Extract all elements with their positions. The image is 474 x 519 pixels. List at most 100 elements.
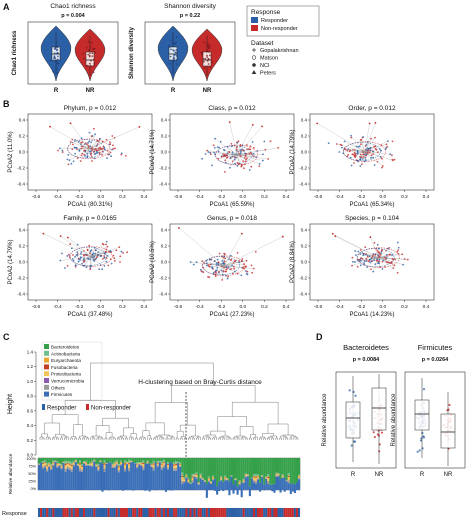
- pcoa-responder-point: [382, 259, 385, 262]
- pcoa-non-responder-point: [67, 163, 70, 166]
- pcoa-responder-point: [246, 273, 249, 276]
- stacked-bar-segment: [101, 463, 104, 492]
- pcoa-responder-point: [227, 266, 230, 269]
- abundance-x-tick-r: R: [420, 472, 425, 478]
- pcoa-non-responder-point: [251, 124, 254, 126]
- stacked-bar-segment: [179, 464, 182, 466]
- stacked-bar-segment: [152, 468, 155, 469]
- pcoa-non-responder-point: [261, 125, 264, 128]
- stacked-bar-segment: [162, 462, 165, 463]
- stacked-bar-segment: [267, 476, 270, 477]
- pcoa-non-responder-point: [403, 258, 406, 260]
- stacked-bar-segment: [138, 458, 141, 463]
- stacked-bar-segment: [138, 463, 141, 465]
- stacked-bar-segment: [99, 458, 102, 461]
- pcoa-responder-point: [327, 142, 330, 145]
- pcoa-spider-line: [83, 256, 92, 266]
- pcoa-responder-point: [97, 254, 99, 256]
- stacked-bar-segment: [273, 483, 276, 493]
- stacked-bar-segment: [152, 470, 155, 490]
- stacked-bar-segment: [46, 469, 49, 472]
- pcoa-responder-point: [109, 250, 112, 253]
- pcoa-responder-point: [77, 260, 80, 263]
- abundance-non-responder-box: [371, 387, 387, 431]
- pcoa-non-responder-point: [74, 266, 77, 268]
- pcoa-non-responder-point: [242, 160, 245, 163]
- stacked-bar-segment: [97, 471, 100, 490]
- violin-non-responder-point: [203, 67, 206, 69]
- pcoa-non-responder-point: [361, 156, 363, 159]
- stacked-bar-segment: [287, 476, 290, 478]
- stacked-bar-segment: [48, 464, 51, 466]
- stacked-bar-segment: [80, 470, 84, 472]
- stacked-bar-segment: [279, 479, 282, 493]
- stacked-bar-segment: [117, 458, 120, 465]
- dendrogram-branch: [161, 437, 165, 440]
- stacked-bar-segment: [181, 481, 184, 485]
- pcoa-responder-point: [370, 260, 373, 263]
- stacked-bar-segment: [181, 458, 184, 473]
- pcoa-non-responder-point: [240, 232, 243, 235]
- stacked-bar-segment: [78, 471, 82, 490]
- pcoa-non-responder-point: [79, 160, 82, 163]
- pcoa-non-responder-point: [376, 259, 379, 262]
- pcoa-non-responder-point: [361, 163, 363, 166]
- stacked-bar-segment: [74, 460, 77, 462]
- dendrogram-branch: [271, 437, 274, 440]
- response-strip-cell: [240, 508, 243, 517]
- pcoa-non-responder-point: [107, 153, 110, 156]
- stacked-bar-segment: [46, 471, 49, 490]
- pcoa-x-tick-label: -0.6: [314, 304, 323, 310]
- stacked-bar-segment: [134, 458, 137, 464]
- dendrogram-branch: [245, 437, 248, 440]
- response-strip-cell: [103, 508, 106, 517]
- stacked-bar-segment: [261, 475, 264, 477]
- pcoa-non-responder-point: [359, 249, 362, 251]
- stacked-bar-segment: [119, 464, 122, 466]
- stacked-bar-segment: [187, 458, 190, 478]
- stacked-bar-segment: [150, 463, 153, 465]
- stacked-bar-segment: [128, 458, 131, 460]
- stacked-bar-segment: [277, 476, 280, 490]
- pcoa-spider-line: [43, 233, 92, 257]
- pcoa-x-tick-label: -0.6: [32, 304, 41, 310]
- stacked-bar-segment: [44, 463, 47, 466]
- stacked-bar-segment: [238, 482, 241, 484]
- pcoa-x-tick-label: 0.4: [423, 304, 430, 310]
- taxa-legend-label: Proteobacteria: [51, 372, 81, 377]
- pcoa-x-tick-label: 0.2: [261, 304, 268, 310]
- pcoa-responder-point: [72, 160, 75, 163]
- pcoa-responder-point: [359, 264, 362, 267]
- stacked-bar-segment: [259, 482, 262, 492]
- stacked-bar-segment: [146, 463, 149, 490]
- stacked-bar-segment: [89, 465, 92, 466]
- stacked-bar-segment: [254, 481, 258, 484]
- pcoa-non-responder-ellipse: [343, 141, 387, 162]
- dendrogram-branch: [175, 437, 179, 440]
- pcoa-spider-line: [236, 148, 249, 156]
- dendrogram-y-tick-label: 1.2: [27, 364, 34, 369]
- pcoa-responder-point: [77, 258, 80, 261]
- pcoa-responder-point: [370, 157, 372, 159]
- stacked-bar-segment: [115, 464, 118, 466]
- stacked-bar-segment: [267, 458, 270, 474]
- stacked-bar-segment: [140, 465, 143, 466]
- pcoa-responder-point: [229, 157, 232, 160]
- pcoa-spider-line: [229, 122, 237, 156]
- stacked-bar-segment: [281, 475, 284, 478]
- pcoa-responder-point: [359, 158, 362, 161]
- stacked-bar-segment: [234, 480, 237, 490]
- pcoa-spider-line: [60, 256, 92, 261]
- stacked-bar-segment: [126, 458, 129, 462]
- violin-responder-point: [55, 41, 58, 43]
- stacked-bar-segment: [220, 479, 223, 481]
- stacked-bar-segment: [130, 462, 133, 490]
- violin-responder-point: [56, 58, 59, 61]
- pcoa-non-responder-point: [254, 251, 257, 253]
- stacked-bar-segment: [130, 461, 133, 462]
- pcoa-non-responder-point: [243, 167, 246, 170]
- stacked-bar-segment: [93, 461, 96, 490]
- stacked-bar-segment: [281, 474, 284, 476]
- dendrogram-branch: [171, 385, 256, 403]
- pcoa-responder-point: [258, 163, 261, 165]
